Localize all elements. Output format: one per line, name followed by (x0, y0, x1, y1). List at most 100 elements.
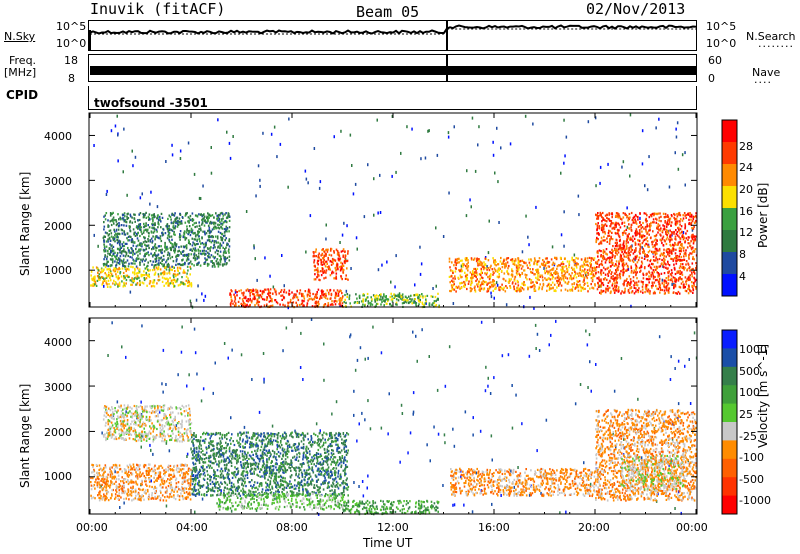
region-cell (656, 287, 658, 290)
region-cell (494, 283, 496, 286)
region-cell (478, 262, 481, 266)
region-cell (122, 271, 125, 275)
scatter-cell (529, 295, 531, 299)
region-cell (590, 259, 593, 262)
region-cell (615, 244, 618, 247)
region-cell (646, 225, 648, 228)
region-cell (656, 278, 658, 281)
region-cell (124, 233, 127, 236)
region-cell (157, 236, 159, 239)
scatter-cell (177, 373, 179, 377)
region-cell (107, 240, 109, 243)
scatter-cell (298, 469, 301, 473)
region-cell (589, 269, 591, 272)
region-cell (681, 219, 684, 222)
scatter-cell (376, 118, 378, 122)
region-cell (617, 216, 620, 219)
region-cell (178, 217, 181, 220)
region-cell (417, 298, 420, 301)
region-cell (547, 277, 549, 280)
region-cell (671, 231, 674, 234)
region-cell (228, 248, 230, 251)
region-cell (623, 264, 625, 267)
region-cell (228, 240, 231, 243)
scatter-cell (194, 510, 196, 514)
region-cell (690, 213, 693, 216)
scatter-cell (586, 343, 589, 347)
region-cell (174, 225, 177, 228)
region-cell (145, 240, 148, 243)
region-cell (106, 257, 108, 260)
region-cell (588, 268, 591, 271)
region-cell (371, 298, 373, 301)
region-cell (329, 249, 332, 252)
region-cell (118, 258, 121, 261)
region-cell (590, 272, 593, 276)
scatter-cell (511, 426, 514, 430)
region-cell (600, 226, 603, 229)
region-cell (215, 227, 218, 230)
region-cell (198, 224, 201, 227)
scatter-cell (333, 135, 335, 139)
region-cell (522, 288, 525, 291)
region-cell (531, 285, 534, 288)
region-cell (584, 282, 586, 285)
region-cell (649, 237, 652, 240)
region-cell (632, 252, 635, 255)
region-cell (520, 264, 522, 267)
region-cell (584, 264, 587, 267)
region-cell (166, 225, 169, 228)
region-cell (616, 267, 618, 270)
region-cell (574, 270, 576, 273)
region-cell (573, 282, 575, 286)
region-cell (116, 236, 119, 239)
region-cell (559, 256, 562, 259)
region-cell (103, 225, 106, 228)
region-cell (640, 227, 643, 230)
region-cell (666, 236, 669, 239)
region-cell (372, 294, 375, 297)
region-cell (109, 271, 112, 274)
region-cell (673, 285, 675, 288)
region-cell (491, 268, 494, 271)
region-cell (503, 272, 506, 275)
region-cell (116, 276, 119, 280)
region-cell (608, 286, 611, 289)
scatter-cell (272, 285, 275, 289)
region-cell (506, 270, 509, 273)
region-cell (660, 227, 662, 230)
region-cell (207, 251, 209, 254)
region-cell (370, 302, 372, 305)
region-cell (519, 274, 521, 277)
region-cell (344, 277, 347, 280)
region-cell (192, 256, 195, 260)
region-cell (573, 264, 576, 267)
region-cell (520, 267, 523, 270)
region-cell (175, 221, 177, 225)
region-cell (488, 281, 491, 284)
region-cell (619, 276, 621, 279)
region-cell (611, 263, 614, 266)
region-cell (670, 233, 673, 236)
scatter-cell (271, 471, 273, 475)
region-cell (643, 238, 646, 241)
region-cell (498, 267, 500, 270)
region-cell (139, 234, 141, 238)
region-cell (330, 254, 333, 257)
scatter-cell (492, 153, 495, 157)
region-cell (157, 214, 159, 217)
region-cell (206, 264, 209, 267)
region-cell (472, 271, 474, 274)
scatter-cell (641, 162, 644, 166)
region-cell (683, 258, 685, 261)
region-cell (202, 243, 205, 246)
scatter-cell (193, 327, 196, 331)
nsearch-legend-dots: ········ (758, 40, 794, 53)
region-cell (632, 271, 635, 274)
region-cell (627, 217, 630, 220)
region-cell (450, 284, 453, 287)
region-cell (615, 264, 618, 267)
region-cell (669, 273, 672, 276)
region-cell (331, 270, 334, 273)
region-cell (489, 276, 491, 279)
